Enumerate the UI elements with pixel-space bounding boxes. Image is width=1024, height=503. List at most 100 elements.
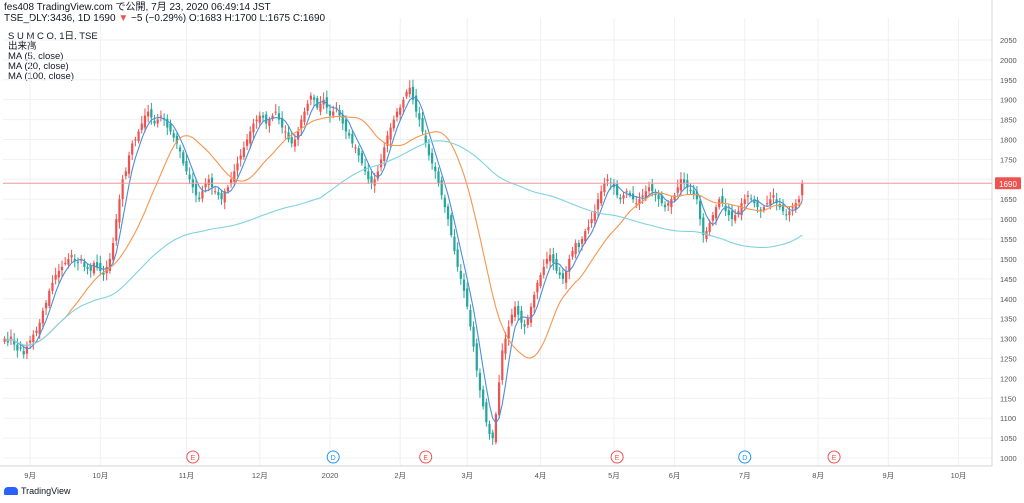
indicator-volume[interactable]: 出来高 xyxy=(8,41,37,52)
candle-up xyxy=(204,178,207,193)
candle-up xyxy=(201,185,204,203)
candle-body xyxy=(533,294,536,308)
candle-down xyxy=(488,420,491,440)
candle-up xyxy=(670,196,673,214)
candle-body xyxy=(603,183,606,193)
candle-up xyxy=(115,213,118,246)
candle-down xyxy=(456,242,459,272)
candle-body xyxy=(794,203,797,210)
candle-body xyxy=(153,120,156,124)
candle-up xyxy=(48,288,51,309)
candle-up xyxy=(383,142,386,167)
candle-body xyxy=(756,200,759,208)
candle-body xyxy=(762,207,766,211)
candle-body xyxy=(469,309,472,327)
candle-body xyxy=(765,203,769,205)
candle-body xyxy=(695,191,699,200)
candle-down xyxy=(424,129,427,148)
candle-down xyxy=(430,148,434,170)
candle-up xyxy=(35,326,38,337)
candle-body xyxy=(204,183,207,188)
candle-body xyxy=(57,270,60,278)
candle-body xyxy=(619,197,622,200)
x-tick-label: 4月 xyxy=(535,471,547,480)
candle-up xyxy=(296,126,300,146)
x-tick-label: 2月 xyxy=(394,471,406,480)
brand-footer[interactable]: TradingView xyxy=(4,486,71,496)
indicator-ma20[interactable]: MA (20, close) xyxy=(8,61,69,72)
candle-down xyxy=(695,186,699,205)
candle-body xyxy=(290,137,293,144)
candle-body xyxy=(459,270,462,279)
candle-body xyxy=(379,159,383,168)
candle-down xyxy=(462,273,466,298)
indicator-ma5[interactable]: MA (5, close) xyxy=(8,51,64,62)
candle-body xyxy=(705,231,708,240)
candle-body xyxy=(319,103,322,112)
candle-body xyxy=(60,266,64,271)
candle-down xyxy=(778,198,781,210)
candle-body xyxy=(16,344,19,351)
candle-body xyxy=(9,336,13,341)
candle-up xyxy=(533,291,536,314)
candle-body xyxy=(411,86,415,100)
candle-up xyxy=(335,102,338,113)
candle-body xyxy=(281,117,284,128)
candle-up xyxy=(258,111,261,126)
x-tick-label: 3月 xyxy=(461,471,473,480)
price-chart[interactable]: 1690 1000 1050 1100 1150 1200 1250 1300 1350 1400… xyxy=(0,0,1024,486)
earnings-marker: E xyxy=(419,450,433,464)
candle-up xyxy=(236,156,239,177)
candle-body xyxy=(456,249,459,267)
candle-body xyxy=(357,148,360,156)
candle-up xyxy=(271,113,274,122)
candle-down xyxy=(367,164,370,185)
candle-up xyxy=(9,329,13,345)
candle-body xyxy=(214,191,217,193)
indicator-ma100[interactable]: MA (100, close) xyxy=(8,71,74,82)
candle-up xyxy=(590,211,593,228)
candle-body xyxy=(386,135,389,146)
candle-body xyxy=(698,200,702,220)
candle-body xyxy=(529,306,533,323)
candle-body xyxy=(223,191,226,203)
candle-body xyxy=(102,272,105,275)
candle-down xyxy=(19,341,22,352)
candle-body xyxy=(660,195,663,204)
event-label: E xyxy=(832,455,837,462)
candle-body xyxy=(475,343,478,371)
candle-body xyxy=(41,310,44,324)
candle-body xyxy=(587,227,590,231)
candle-body xyxy=(29,340,32,343)
candle-up xyxy=(386,130,389,153)
y-tick-label: 1400 xyxy=(1000,295,1017,304)
candle-up xyxy=(740,198,743,221)
candle-up xyxy=(564,266,568,290)
event-label: D xyxy=(742,455,747,462)
ma100-line xyxy=(4,140,803,346)
candle-body xyxy=(478,372,482,391)
event-label: E xyxy=(615,455,620,462)
candle-up xyxy=(300,115,303,136)
candle-up xyxy=(539,272,542,289)
candle-up xyxy=(622,192,625,204)
candle-up xyxy=(29,335,32,349)
candle-down xyxy=(482,385,485,410)
candle-up xyxy=(408,80,411,98)
x-tick-label: 8月 xyxy=(812,471,824,480)
candle-body xyxy=(549,254,552,262)
candle-body xyxy=(309,95,312,100)
candle-down xyxy=(631,186,635,203)
candle-body xyxy=(312,97,316,100)
candle-down xyxy=(338,104,341,121)
candle-down xyxy=(351,130,354,148)
candle-down xyxy=(421,112,424,135)
candle-down xyxy=(13,333,16,351)
candle-down xyxy=(663,201,667,212)
candle-up xyxy=(159,110,163,122)
candle-body xyxy=(750,198,753,200)
candle-down xyxy=(561,268,565,285)
candle-body xyxy=(108,258,111,271)
candle-down xyxy=(166,114,169,136)
y-tick-label: 1250 xyxy=(1000,354,1017,363)
